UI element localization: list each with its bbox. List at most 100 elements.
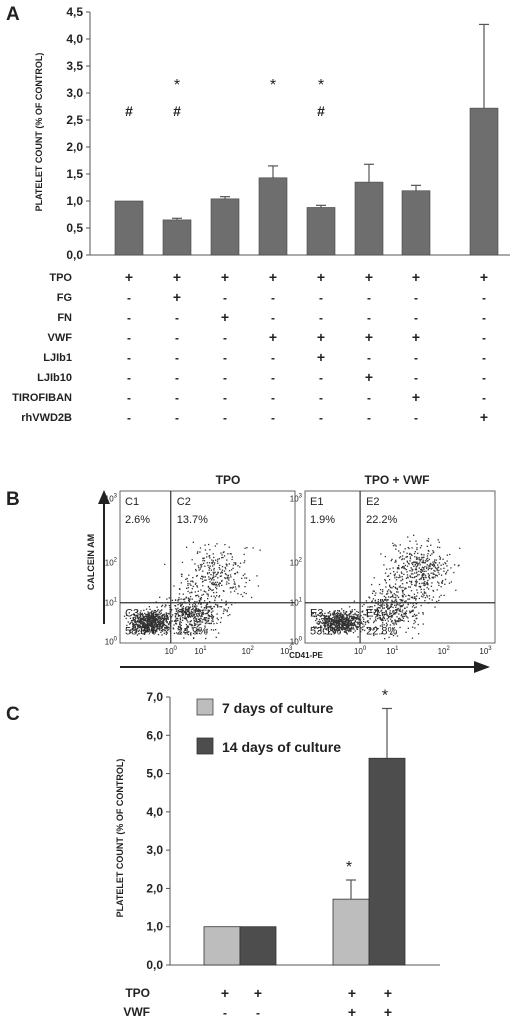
panel-b-event-dot: [192, 612, 194, 614]
panel-b-event-dot: [368, 606, 371, 608]
panel-b-event-dot: [430, 585, 433, 587]
panel-b-event-dot: [160, 618, 163, 621]
panel-a-treatment-sign: -: [223, 351, 227, 365]
panel-b-event-dot: [399, 602, 401, 605]
panel-b-event-dot: [346, 620, 348, 622]
panel-b-event-dot: [414, 580, 417, 583]
panel-b-event-dot: [155, 613, 158, 615]
panel-b-event-dot: [211, 615, 214, 617]
panel-b-event-dot: [445, 573, 447, 575]
panel-b-event-dot: [158, 627, 161, 630]
panel-b-event-dot: [156, 630, 158, 632]
panel-b-event-dot: [383, 604, 385, 606]
panel-b-event-dot: [142, 626, 144, 629]
panel-b-event-dot: [398, 557, 401, 559]
panel-b-event-dot: [158, 611, 161, 613]
panel-b-event-dot: [372, 590, 374, 592]
panel-b-event-dot: [372, 598, 375, 600]
panel-b-event-dot: [334, 615, 336, 618]
panel-b-event-dot: [160, 622, 162, 625]
panel-b-event-dot: [393, 610, 395, 612]
panel-b-event-dot: [234, 586, 237, 588]
panel-b-event-dot: [399, 610, 402, 613]
panel-b-event-dot: [196, 632, 198, 635]
panel-b-event-dot: [334, 614, 336, 616]
panel-b-event-dot: [411, 606, 414, 608]
panel-b-event-dot: [146, 628, 148, 630]
panel-b-event-dot: [419, 586, 422, 588]
panel-b-event-dot: [421, 561, 423, 564]
panel-b-event-dot: [180, 631, 183, 633]
panel-b-event-dot: [202, 575, 204, 578]
panel-b-quadrant-name: C1: [125, 496, 139, 508]
panel-b-event-dot: [206, 593, 208, 595]
panel-b-event-dot: [151, 610, 153, 612]
panel-a-treatment-sign: +: [173, 289, 181, 305]
panel-b-event-dot: [421, 582, 423, 585]
panel-b-event-dot: [179, 610, 182, 612]
panel-b-event-dot: [427, 588, 430, 590]
panel-b-event-dot: [201, 611, 203, 614]
panel-b-event-dot: [395, 579, 398, 581]
panel-b-event-dot: [148, 626, 150, 629]
panel-b-event-dot: [394, 577, 396, 579]
panel-b-event-dot: [159, 625, 161, 627]
panel-a-treatment-sign: -: [482, 291, 486, 305]
panel-b-event-dot: [196, 586, 199, 588]
panel-b-event-dot: [335, 615, 338, 618]
panel-b-event-dot: [159, 596, 161, 598]
panel-b-event-dot: [394, 599, 396, 602]
panel-b-event-dot: [333, 629, 335, 631]
panel-b-event-dot: [342, 624, 345, 626]
panel-b-event-dot: [226, 563, 228, 566]
panel-b-event-dot: [414, 584, 416, 586]
panel-b-event-dot: [163, 619, 166, 621]
panel-b-event-dot: [205, 604, 207, 607]
panel-b-event-dot: [194, 618, 197, 620]
panel-a-treatment-sign: -: [271, 411, 275, 425]
panel-b-event-dot: [144, 626, 146, 628]
panel-b-event-dot: [179, 620, 181, 622]
panel-b-event-dot: [212, 583, 214, 585]
panel-b-event-dot: [388, 578, 391, 581]
panel-b-event-dot: [195, 582, 197, 584]
panel-c-bar: [203, 926, 241, 966]
panel-b-event-dot: [335, 625, 337, 628]
panel-b-event-dot: [320, 626, 322, 629]
panel-b-event-dot: [345, 627, 347, 629]
panel-b-event-dot: [213, 623, 215, 625]
panel-b-event-dot: [162, 618, 165, 621]
panel-b-event-dot: [362, 620, 365, 623]
panel-b-event-dot: [216, 622, 218, 624]
panel-b-event-dot: [228, 582, 230, 585]
panel-b-event-dot: [215, 636, 217, 638]
panel-b-event-dot: [440, 564, 442, 566]
panel-b-event-dot: [148, 618, 151, 620]
panel-b-event-dot: [206, 553, 208, 555]
panel-b-event-dot: [181, 619, 184, 622]
panel-b-event-dot: [195, 618, 198, 620]
panel-b-event-dot: [338, 614, 341, 616]
panel-b-event-dot: [179, 627, 182, 629]
panel-b-event-dot: [150, 614, 153, 616]
panel-b-event-dot: [408, 563, 410, 565]
panel-b-event-dot: [366, 612, 369, 615]
panel-b-event-dot: [139, 614, 142, 616]
panel-b-event-dot: [315, 615, 317, 617]
panel-b-event-dot: [395, 606, 397, 609]
panel-b-event-dot: [391, 600, 393, 603]
panel-b-event-dot: [349, 615, 351, 617]
panel-b-event-dot: [403, 551, 405, 553]
panel-b-event-dot: [398, 617, 401, 619]
panel-b-event-dot: [425, 567, 428, 570]
panel-b-event-dot: [321, 618, 323, 620]
panel-b-event-dot: [147, 614, 150, 617]
panel-b-event-dot: [163, 617, 165, 620]
panel-b-event-dot: [400, 586, 402, 589]
panel-b-event-dot: [383, 616, 385, 619]
panel-b-event-dot: [156, 606, 158, 608]
panel-a-treatment-sign: +: [412, 329, 420, 345]
panel-b-event-dot: [160, 627, 163, 629]
panel-b-event-dot: [186, 627, 188, 629]
